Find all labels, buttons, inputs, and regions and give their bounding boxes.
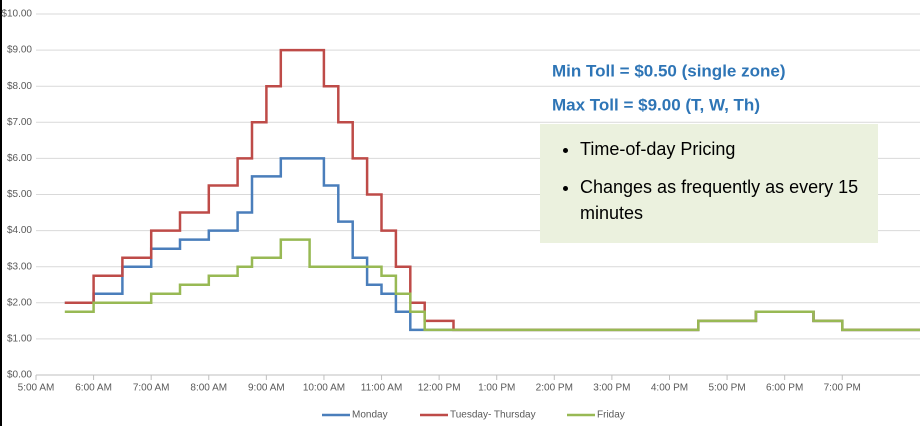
y-tick-label: $5.00 [7,189,32,200]
x-tick-label: 5:00 AM [18,383,55,394]
x-tick-label: 10:00 AM [303,383,345,394]
annotation: Max Toll = $9.00 (T, W, Th) [552,95,760,114]
y-tick-label: $4.00 [7,225,32,236]
x-tick-label: 4:00 PM [651,383,688,394]
bullet-list: Time-of-day Pricing Changes as frequentl… [554,136,864,226]
x-tick-label: 3:00 PM [593,383,630,394]
x-tick-label: 11:00 AM [361,383,403,394]
legend-label: Friday [597,410,625,421]
x-tick-label: 6:00 AM [75,383,112,394]
x-tick-label: 2:00 PM [536,383,573,394]
y-tick-label: $10.00 [1,9,32,20]
x-tick-label: 7:00 PM [824,383,861,394]
legend-item: Friday [567,410,625,421]
x-tick-label: 9:00 AM [248,383,285,394]
x-tick-label: 5:00 PM [708,383,745,394]
x-tick-label: 1:00 PM [478,383,515,394]
bullet: Changes as frequently as every 15 minute… [580,174,864,226]
x-tick-label: 7:00 AM [133,383,170,394]
bullet: Time-of-day Pricing [580,136,864,162]
y-tick-label: $0.00 [7,370,32,381]
y-tick-label: $9.00 [7,45,32,56]
y-tick-label: $3.00 [7,261,32,272]
legend-label: Tuesday- Thursday [450,410,536,421]
x-tick-label: 6:00 PM [766,383,803,394]
legend-label: Monday [352,410,388,421]
y-tick-label: $2.00 [7,297,32,308]
y-tick-label: $8.00 [7,81,32,92]
legend-item: Monday [322,410,388,421]
y-tick-label: $6.00 [7,153,32,164]
series-line [64,238,920,332]
x-tick-label: 8:00 AM [190,383,227,394]
legend-item: Tuesday- Thursday [420,410,536,421]
bullet-box: Time-of-day Pricing Changes as frequentl… [540,124,878,243]
x-tick-label: 12:00 PM [418,383,461,394]
annotation: Min Toll = $0.50 (single zone) [552,61,785,80]
y-tick-label: $1.00 [7,334,32,345]
y-tick-label: $7.00 [7,117,32,128]
